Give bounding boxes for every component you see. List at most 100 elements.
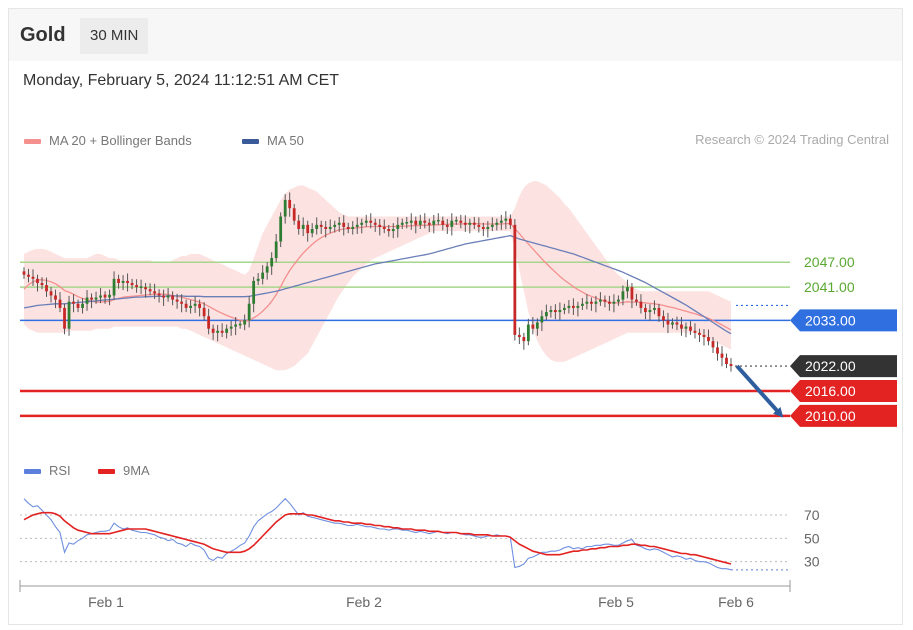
candle-body (531, 324, 535, 329)
rsi-tick-label: 30 (804, 554, 820, 570)
candle-body (99, 295, 102, 298)
candle-body (540, 316, 544, 323)
candle-body (418, 220, 422, 225)
candle-body (599, 299, 602, 302)
candle-body (517, 334, 521, 337)
candle-body (126, 280, 129, 283)
candle-body (608, 301, 611, 304)
candle-body (504, 218, 508, 221)
candle-body (40, 283, 44, 286)
candle-body (364, 220, 368, 223)
candle-body (648, 310, 652, 313)
candle-body (261, 272, 265, 279)
candle-body (580, 303, 584, 306)
candle-body (193, 303, 197, 306)
candle-body (671, 322, 674, 325)
candle-body (342, 222, 346, 227)
candle-body (553, 310, 557, 313)
candle-body (265, 266, 269, 273)
candle-body (328, 226, 332, 229)
x-tick-label: Feb 5 (598, 594, 634, 610)
candle-body (153, 291, 156, 294)
candle-body (481, 226, 485, 229)
chart-header (9, 9, 902, 61)
candle-body (544, 312, 548, 317)
candle-body (288, 199, 292, 209)
candle-body (400, 222, 404, 225)
candle-body (729, 364, 733, 367)
candle-body (189, 305, 193, 308)
candle-body (391, 229, 395, 232)
candle-body (603, 299, 607, 302)
candle-body (716, 347, 719, 354)
candle-body (707, 337, 710, 342)
candle-body (202, 307, 206, 317)
candle-body (621, 291, 625, 300)
bollinger-band (24, 181, 731, 371)
resistance-label: 2041.00 (804, 279, 855, 295)
candle-body (468, 222, 472, 225)
candle-body (301, 224, 305, 229)
candle-body (639, 301, 643, 308)
candle-body (378, 224, 382, 227)
candle-body (130, 283, 134, 286)
candle-body (423, 220, 427, 223)
support-label: 2016.00 (805, 383, 856, 399)
candle-body (698, 332, 701, 335)
candle-body (22, 271, 26, 275)
candle-body (112, 278, 116, 296)
candle-body (198, 303, 202, 308)
timeframe-badge[interactable]: 30 MIN (80, 18, 149, 54)
candle-body (653, 307, 656, 310)
x-tick-label: Feb 1 (88, 594, 124, 610)
candle-body (81, 303, 84, 308)
candle-body (94, 297, 98, 300)
candle-body (324, 226, 328, 229)
candle-body (499, 220, 503, 223)
candle-body (58, 299, 62, 308)
candle-body (180, 301, 184, 304)
candle-body (234, 324, 238, 327)
candle-body (175, 299, 179, 302)
datetime-label: Monday, February 5, 2024 11:12:51 AM CET (23, 72, 340, 89)
candle-body (319, 224, 323, 227)
candle-body (346, 226, 350, 229)
candle-body (567, 305, 571, 308)
ma50-line (23, 234, 732, 335)
legend-ma20: MA 20 + Bollinger Bands (24, 133, 192, 148)
candle-body (90, 297, 93, 300)
candle-body (306, 224, 310, 234)
x-tick-label: Feb 6 (718, 594, 754, 610)
pivot-label: 2033.00 (805, 312, 856, 328)
candle-body (427, 222, 431, 225)
candle-body (693, 330, 697, 333)
candle-body (54, 295, 57, 300)
candle-body (211, 328, 215, 333)
candle-body (725, 357, 728, 364)
candle-body (270, 258, 274, 267)
candle-body (121, 280, 125, 283)
candle-body (626, 287, 629, 292)
legend-9ma-label: 9MA (123, 463, 150, 478)
candle-body (535, 322, 539, 329)
candle-body (207, 316, 211, 329)
candle-body (297, 220, 301, 229)
candle-body (144, 287, 147, 290)
candle-body (454, 219, 458, 222)
candle-body (135, 285, 138, 288)
candle-body (486, 226, 490, 229)
candle-body (490, 224, 494, 227)
candle-body (310, 229, 314, 234)
candle-body (139, 286, 143, 288)
candle-body (459, 220, 463, 223)
candle-body (571, 305, 575, 308)
support-tag (790, 404, 897, 427)
legend-9ma-swatch (98, 469, 115, 475)
legend-9ma: 9MA (98, 463, 150, 478)
candle-body (644, 307, 647, 313)
pivot-tag (790, 309, 897, 332)
candle-body (562, 307, 566, 310)
candle-body (513, 224, 517, 335)
candle-body (85, 297, 89, 304)
